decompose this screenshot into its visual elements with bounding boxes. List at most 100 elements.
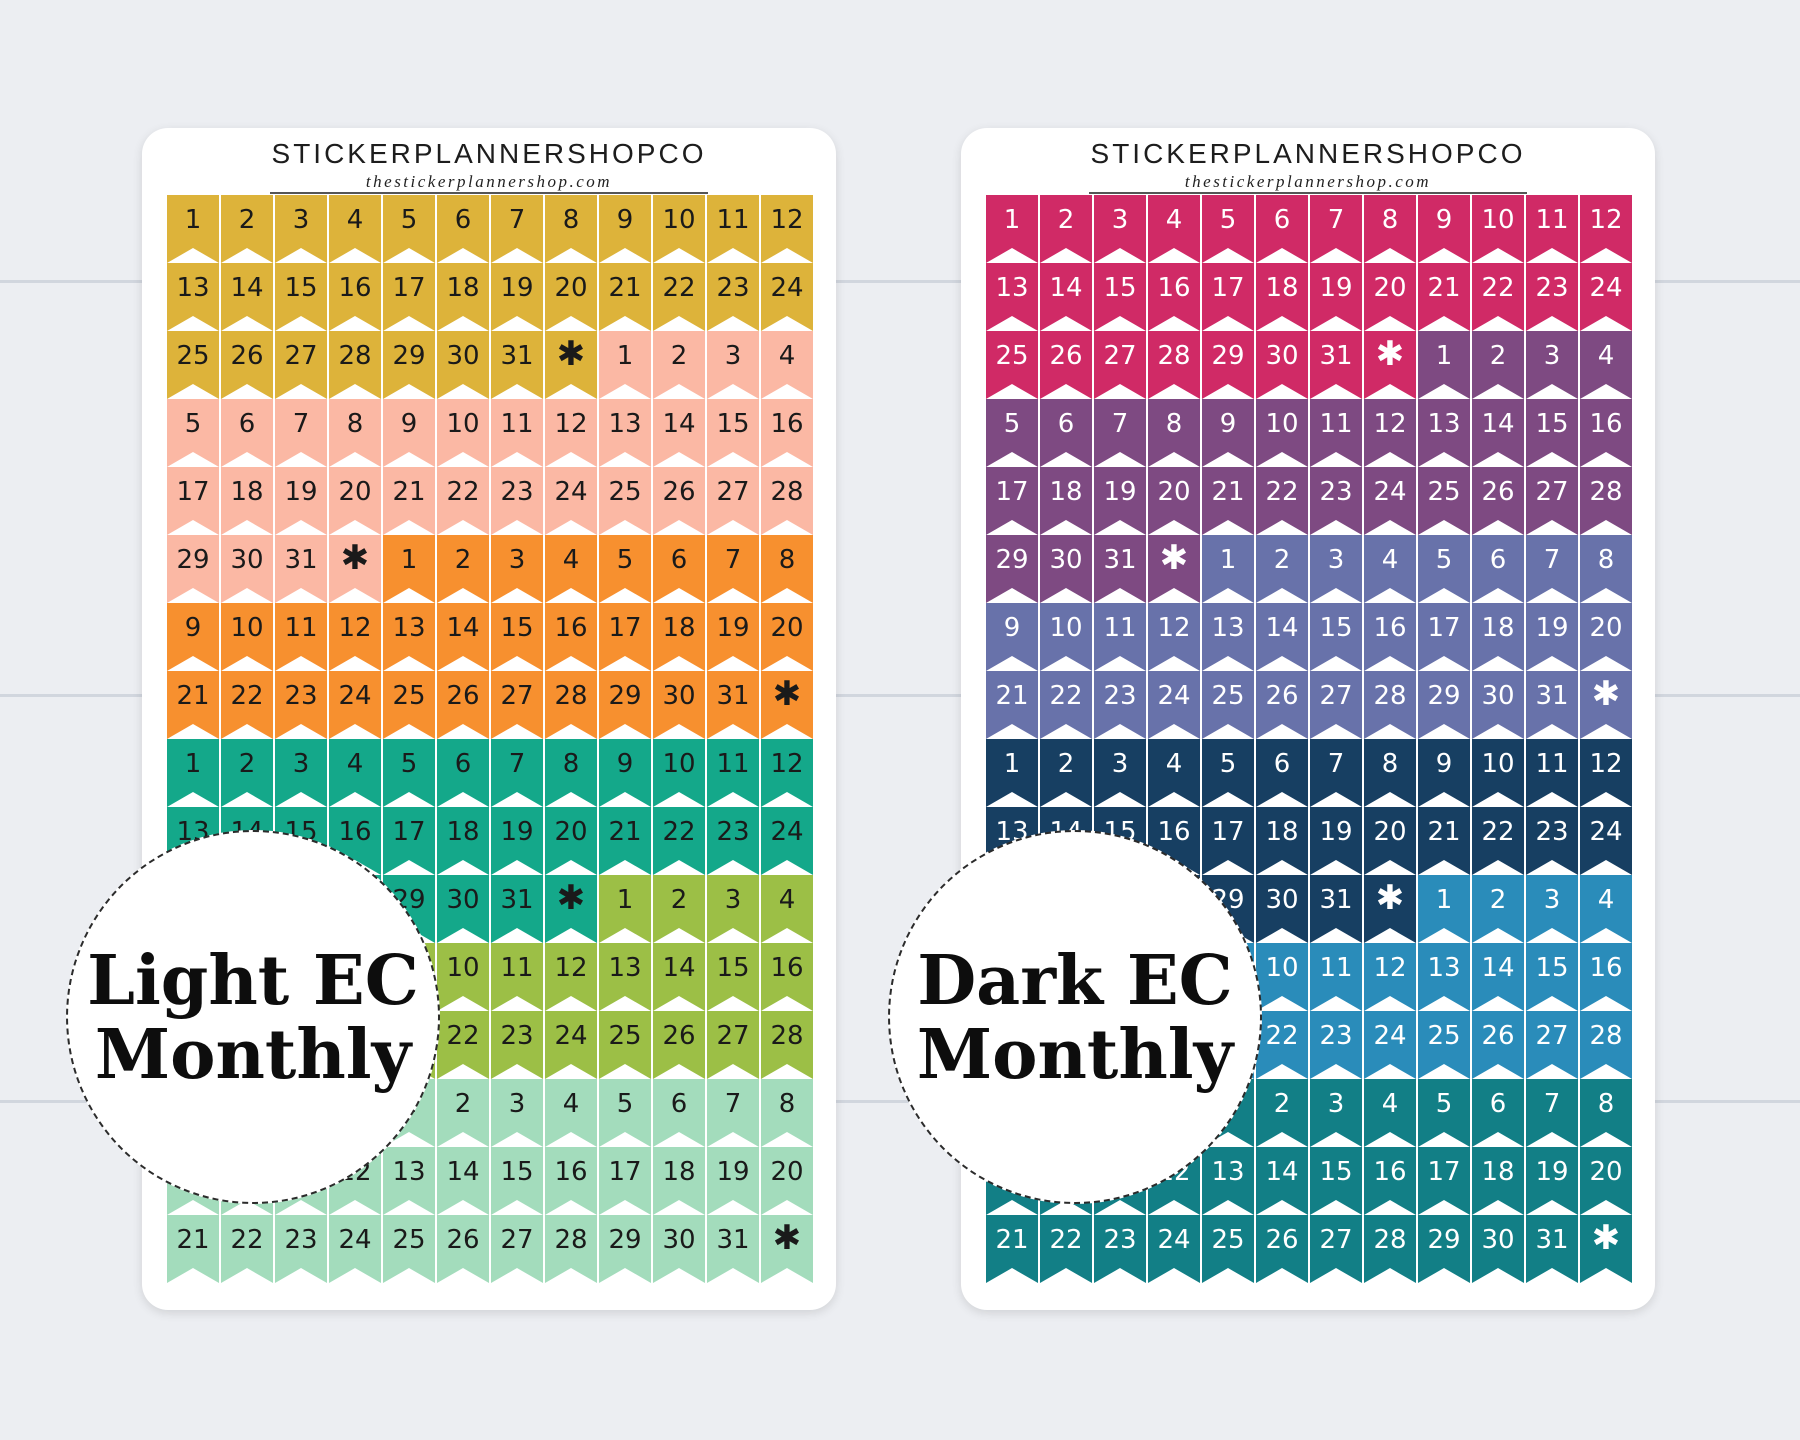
date-number: 17 [995, 477, 1029, 507]
date-number: 28 [1373, 1225, 1407, 1255]
date-number: 17 [608, 613, 642, 643]
sticker-flag: 8 [1364, 195, 1416, 263]
sticker-flag: 16 [329, 807, 381, 875]
sticker-flag: 28 [545, 671, 597, 739]
date-number: 2 [1273, 1089, 1291, 1119]
date-number: 29 [608, 1225, 642, 1255]
date-number: 30 [446, 885, 480, 915]
sticker-flag: 18 [1040, 467, 1092, 535]
sticker-flag: 15 [1310, 603, 1362, 671]
sticker-flag: 29 [1202, 331, 1254, 399]
sticker-flag: 3 [275, 739, 327, 807]
date-number: 3 [1543, 341, 1561, 371]
date-number: 19 [1319, 273, 1353, 303]
sticker-flag: 23 [1310, 1011, 1362, 1079]
date-number: 29 [1211, 341, 1245, 371]
date-number: 24 [1589, 817, 1623, 847]
sticker-flag: 30 [221, 535, 273, 603]
sticker-flag: 13 [1418, 399, 1470, 467]
sticker-flag: 23 [707, 807, 759, 875]
date-number: 22 [662, 273, 696, 303]
sticker-flag: ✱ [545, 875, 597, 943]
date-number: 15 [1535, 409, 1569, 439]
date-number: 20 [1373, 817, 1407, 847]
date-number: 3 [1543, 885, 1561, 915]
sticker-flag: 10 [1256, 943, 1308, 1011]
sticker-flag: 19 [1094, 467, 1146, 535]
date-number: 12 [770, 205, 804, 235]
date-number: 20 [1589, 613, 1623, 643]
brand-name: STICKERPLANNERSHOPCO [271, 138, 707, 169]
date-number: 30 [230, 545, 264, 575]
sticker-flag: 17 [599, 603, 651, 671]
date-number: 13 [1211, 613, 1245, 643]
sticker-flag: 17 [1418, 1147, 1470, 1215]
date-number: 16 [1157, 817, 1191, 847]
date-number: 22 [1481, 817, 1515, 847]
date-number: 7 [1543, 1089, 1561, 1119]
sticker-flag: 18 [221, 467, 273, 535]
sticker-flag: ✱ [1364, 875, 1416, 943]
sticker-flag: 23 [1526, 807, 1578, 875]
date-number: 26 [1049, 341, 1083, 371]
sticker-flag: 16 [1364, 1147, 1416, 1215]
sticker-flag: 4 [761, 875, 813, 943]
sticker-flag: 25 [167, 331, 219, 399]
sticker-flag: 24 [1148, 1215, 1200, 1283]
sticker-flag: 11 [491, 399, 543, 467]
sticker-flag: 1 [986, 739, 1038, 807]
sticker-flag: 1 [599, 331, 651, 399]
sticker-flag: 25 [1418, 467, 1470, 535]
date-number: 30 [446, 341, 480, 371]
sticker-flag: 6 [221, 399, 273, 467]
date-number: 9 [1435, 749, 1453, 779]
date-number: 10 [1481, 205, 1515, 235]
sticker-flag: 28 [545, 1215, 597, 1283]
date-number: 24 [1157, 1225, 1191, 1255]
date-number: 20 [1373, 273, 1407, 303]
sticker-flag: 21 [167, 1215, 219, 1283]
sticker-flag: 20 [329, 467, 381, 535]
date-number: 12 [770, 749, 804, 779]
sticker-flag: 11 [1310, 943, 1362, 1011]
date-number: 16 [1589, 953, 1623, 983]
background-plank-line [0, 280, 1800, 283]
sticker-flag: 3 [275, 195, 327, 263]
sticker-flag: 1 [167, 739, 219, 807]
date-number: 27 [1103, 341, 1137, 371]
sticker-flag: 19 [1526, 1147, 1578, 1215]
date-number: 28 [770, 1021, 804, 1051]
header-divider [270, 192, 708, 194]
sticker-flag: 7 [491, 739, 543, 807]
sticker-flag: 16 [761, 399, 813, 467]
sticker-flag: 21 [383, 467, 435, 535]
date-number: 18 [230, 477, 264, 507]
sticker-flag: ✱ [1580, 1215, 1632, 1283]
date-number: 5 [1219, 749, 1237, 779]
date-number: 19 [1535, 613, 1569, 643]
date-number: 12 [1373, 409, 1407, 439]
sticker-flag: 12 [1364, 399, 1416, 467]
sticker-flag: 29 [599, 1215, 651, 1283]
sticker-flag: 17 [167, 467, 219, 535]
date-number: 5 [616, 545, 634, 575]
date-number: 4 [1165, 205, 1183, 235]
sticker-flag: 5 [383, 195, 435, 263]
date-number: 4 [1165, 749, 1183, 779]
sticker-flag: 11 [1094, 603, 1146, 671]
sticker-flag: 15 [1094, 263, 1146, 331]
sticker-flag: 24 [761, 263, 813, 331]
date-number: 2 [1057, 205, 1075, 235]
sticker-flag: ✱ [761, 671, 813, 739]
sticker-flag: 26 [1040, 331, 1092, 399]
date-number: 15 [716, 409, 750, 439]
date-number: 6 [670, 1089, 688, 1119]
sticker-flag: 21 [1202, 467, 1254, 535]
date-number: 3 [1327, 545, 1345, 575]
sticker-flag: 4 [761, 331, 813, 399]
date-number: 11 [500, 409, 534, 439]
date-number: 4 [778, 885, 796, 915]
sticker-flag: 7 [707, 535, 759, 603]
sticker-flag: 7 [275, 399, 327, 467]
sticker-flag: 24 [1580, 263, 1632, 331]
